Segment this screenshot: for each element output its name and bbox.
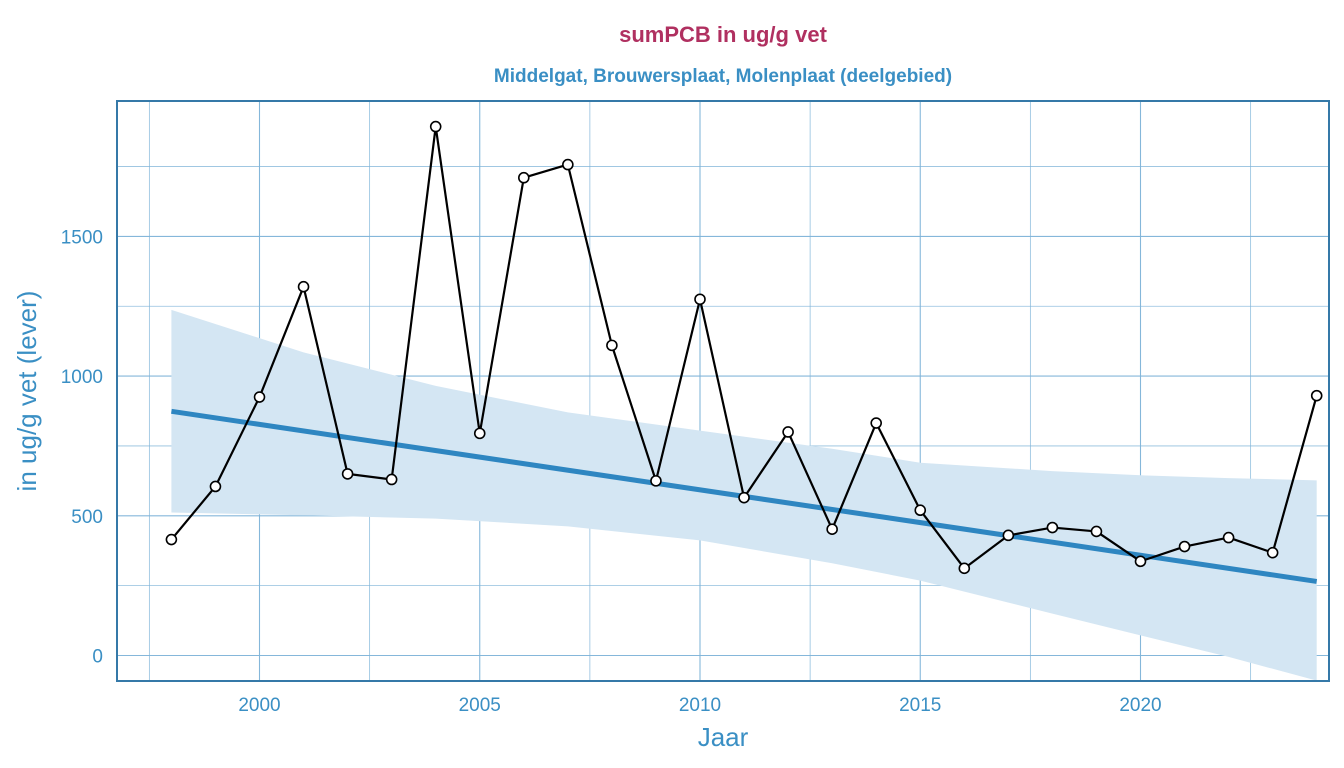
data-point	[1178, 540, 1191, 553]
data-point	[385, 473, 398, 486]
y-axis-title: in ug/g vet (lever)	[12, 291, 42, 492]
x-tick-label: 2020	[1119, 695, 1161, 716]
data-point	[870, 417, 883, 429]
x-axis-title: Jaar	[698, 722, 749, 752]
data-point	[297, 280, 310, 293]
data-point	[958, 562, 971, 575]
data-point	[650, 475, 662, 487]
data-point	[782, 426, 794, 438]
data-point	[562, 158, 574, 171]
plot-frame	[116, 100, 1330, 682]
data-point	[1090, 525, 1103, 538]
data-point	[209, 480, 222, 493]
data-markers	[165, 120, 1323, 575]
data-point	[1002, 529, 1015, 542]
data-point	[738, 491, 750, 504]
data-point	[1222, 531, 1235, 544]
x-tick-label: 2000	[238, 695, 280, 716]
x-tick-label: 2005	[459, 695, 501, 716]
data-point	[429, 120, 442, 133]
data-point	[1134, 555, 1147, 568]
data-point	[606, 339, 618, 352]
data-point	[473, 427, 486, 440]
data-point	[341, 468, 354, 480]
data-point	[165, 533, 178, 546]
data-point	[1310, 389, 1323, 402]
data-point	[253, 391, 266, 403]
y-tick-label: 0	[92, 647, 103, 668]
chart-title: sumPCB in ug/g vet	[619, 22, 827, 47]
data-point	[694, 293, 706, 306]
chart-subtitle: Middelgat, Brouwersplaat, Molenplaat (de…	[493, 66, 953, 87]
data-point	[914, 504, 927, 517]
y-tick-label: 1500	[61, 227, 103, 248]
data-point	[1046, 521, 1059, 534]
y-tick-label: 1000	[61, 367, 103, 388]
data-point	[826, 523, 838, 536]
y-tick-label: 500	[71, 507, 103, 528]
x-axis-ticks: 2000 2005 2010 2015 2020	[238, 695, 1161, 716]
data-point	[1266, 546, 1279, 559]
y-axis-ticks: 0 500 1000 1500	[61, 227, 103, 667]
data-point	[517, 171, 530, 184]
x-tick-label: 2015	[899, 695, 941, 716]
x-tick-label: 2010	[679, 695, 721, 716]
